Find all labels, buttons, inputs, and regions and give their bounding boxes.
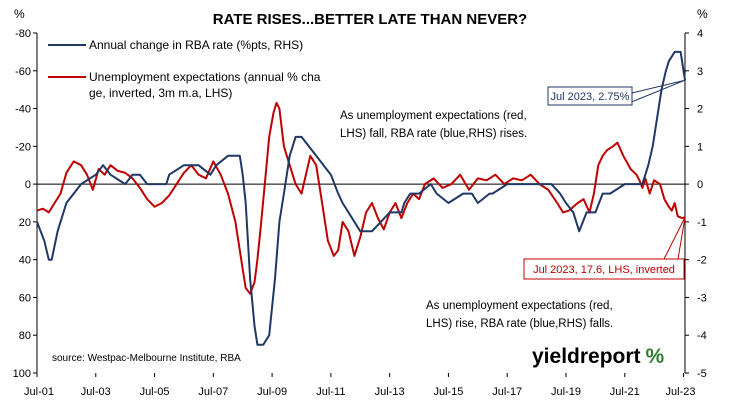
series-line-rba bbox=[36, 50, 686, 346]
right-tick-label: -2 bbox=[697, 255, 707, 267]
x-axis-ticks: Jul-01 Jul-03 Jul-05 Jul-07 Jul-09 Jul-11 Jul-… bbox=[24, 373, 696, 398]
left-tick-label: -40 bbox=[15, 104, 31, 116]
left-tick-label: -60 bbox=[15, 66, 31, 78]
x-tick-label: Jul-23 bbox=[666, 386, 696, 398]
left-tick-label: -80 bbox=[15, 28, 31, 40]
left-tick-label: 60 bbox=[19, 292, 31, 304]
series-layer bbox=[36, 50, 686, 346]
x-tick-label: Jul-17 bbox=[492, 386, 522, 398]
callout-leader-unemployment bbox=[663, 217, 686, 260]
series-line-unemployment bbox=[36, 101, 686, 295]
right-tick-label: 3 bbox=[697, 66, 703, 78]
x-tick-label: Jul-03 bbox=[81, 386, 111, 398]
right-tick-label: 4 bbox=[697, 28, 703, 40]
left-axis-unit: % bbox=[14, 7, 25, 21]
right-tick-label: -1 bbox=[697, 217, 707, 229]
annotation-lower: As unemployment expectations (red, LHS) … bbox=[426, 300, 616, 330]
left-tick-label: 0 bbox=[25, 179, 31, 191]
callout-label-unemployment: Jul 2023, 17.6, LHS, inverted bbox=[533, 264, 675, 276]
left-axis-ticks: -80 -60 -40 -20 0 20 40 60 80 100 bbox=[13, 28, 37, 380]
x-tick-label: Jul-11 bbox=[316, 386, 345, 398]
brand-symbol: % bbox=[646, 345, 665, 368]
callout-leader-rba bbox=[631, 79, 686, 94]
annotation-lower-line1: As unemployment expectations (red, bbox=[426, 300, 613, 312]
callout-box-rba bbox=[547, 86, 633, 106]
legend-label-unemployment-line2: ge, inverted, 3m m.a, LHS) bbox=[89, 86, 232, 100]
x-tick-label: Jul-09 bbox=[257, 386, 287, 398]
callout-leader-rba-2 bbox=[623, 79, 686, 106]
x-tick-label: Jul-15 bbox=[433, 386, 463, 398]
x-tick-label: Jul-05 bbox=[140, 386, 170, 398]
source-note: source: Westpac-Melbourne Institute, RBA bbox=[52, 353, 241, 364]
right-axis-ticks: 4 3 2 1 0 -1 -2 -3 -4 -5 bbox=[685, 28, 707, 380]
callout-box-unemployment bbox=[523, 258, 685, 280]
x-tick-label: Jul-19 bbox=[551, 386, 581, 398]
chart-title: RATE RISES...BETTER LATE THAN NEVER? bbox=[213, 11, 527, 28]
left-tick-label: -20 bbox=[15, 141, 31, 153]
brand-word: yieldreport bbox=[532, 345, 641, 368]
x-tick-label: Jul-01 bbox=[24, 386, 54, 398]
right-tick-label: -4 bbox=[697, 330, 707, 342]
left-tick-label: 80 bbox=[19, 330, 31, 342]
legend-label-unemployment-line1: Unemployment expectations (annual % cha bbox=[89, 70, 321, 84]
left-tick-label: 20 bbox=[19, 217, 31, 229]
legend-label-unemployment: Unemployment expectations (annual % cha … bbox=[89, 70, 324, 100]
right-tick-label: 1 bbox=[697, 141, 703, 153]
annotation-upper-line2: LHS) fall, RBA rate (blue,RHS) rises. bbox=[340, 128, 527, 140]
x-tick-label: Jul-13 bbox=[375, 386, 405, 398]
callouts: Jul 2023, 2.75% Jul 2023, 17.6, LHS, inve… bbox=[523, 79, 686, 280]
left-tick-label: 100 bbox=[13, 368, 31, 380]
annotation-lower-line2: LHS) rise, RBA rate (blue,RHS) falls. bbox=[426, 318, 613, 330]
left-tick-label: 40 bbox=[19, 255, 31, 267]
brand-logo: yieldreport% bbox=[532, 345, 665, 368]
annotation-upper-line1: As unemployment expectations (red, bbox=[340, 110, 527, 122]
right-tick-label: 2 bbox=[697, 104, 703, 116]
right-tick-label: -3 bbox=[697, 292, 707, 304]
x-tick-label: Jul-07 bbox=[198, 386, 228, 398]
right-tick-label: 0 bbox=[697, 179, 703, 191]
x-tick-label: Jul-21 bbox=[610, 386, 640, 398]
legend-label-rba: Annual change in RBA rate (%pts, RHS) bbox=[89, 38, 303, 52]
right-axis-unit: % bbox=[697, 7, 708, 21]
callout-label-rba: Jul 2023, 2.75% bbox=[551, 91, 630, 103]
right-tick-label: -5 bbox=[697, 368, 707, 380]
callout-leader-unemployment-2 bbox=[677, 217, 686, 260]
annotation-upper: As unemployment expectations (red, LHS) … bbox=[340, 110, 530, 140]
